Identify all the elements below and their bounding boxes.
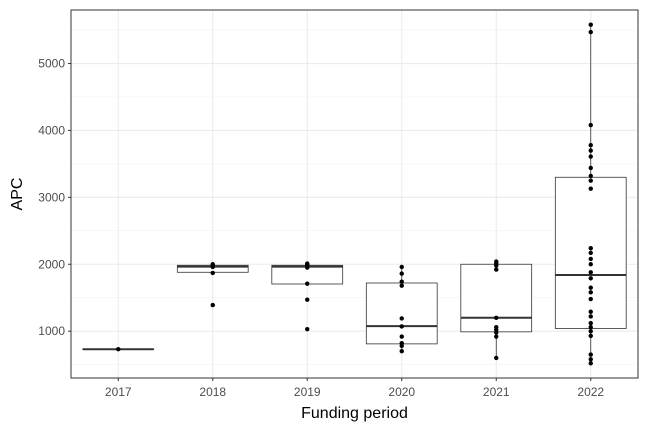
y-tick-label: 2000: [38, 257, 65, 271]
data-point: [399, 324, 404, 329]
data-point: [399, 316, 404, 321]
data-point: [588, 142, 593, 148]
data-point: [494, 334, 499, 339]
data-point: [588, 309, 593, 314]
data-point: [210, 262, 215, 267]
axes: 1000 2000 3000 4000 5000 2017 2018 2019 2020 2021…: [38, 57, 604, 399]
data-point: [210, 302, 215, 308]
data-point: [588, 324, 593, 330]
data-point: [399, 349, 404, 354]
x-tick-label: 2017: [105, 385, 132, 399]
data-point: [588, 361, 593, 366]
x-tick-label: 2022: [577, 385, 604, 399]
data-point: [588, 262, 593, 267]
data-point: [588, 154, 593, 159]
data-point: [305, 261, 310, 266]
box-rect: [460, 263, 533, 333]
y-tick-label: 4000: [38, 123, 65, 137]
x-tick-label: 2018: [199, 385, 226, 399]
data-point: [588, 256, 593, 262]
data-point: [588, 165, 593, 171]
data-point: [116, 347, 121, 352]
data-point: [588, 245, 593, 251]
data-point: [399, 341, 404, 346]
data-point: [494, 315, 499, 320]
data-point: [305, 326, 310, 332]
data-point: [588, 285, 593, 290]
panel-border: [70, 9, 639, 379]
x-tick-label: 2020: [388, 385, 415, 399]
data-point: [399, 334, 404, 339]
data-point: [588, 352, 593, 357]
data-point: [494, 355, 499, 361]
data-point: [588, 186, 593, 191]
data-point: [588, 314, 593, 319]
data-point: [588, 178, 593, 183]
data-point: [399, 279, 404, 284]
data-point: [399, 264, 404, 270]
data-point: [588, 333, 593, 339]
box-series: [82, 24, 627, 364]
y-tick-label: 5000: [38, 57, 65, 71]
data-point: [210, 270, 215, 276]
data-point: [305, 281, 310, 286]
y-tick-label: 1000: [38, 324, 65, 338]
data-point: [588, 173, 593, 179]
data-point: [494, 267, 499, 272]
data-point: [494, 259, 499, 264]
data-point: [399, 271, 404, 276]
data-point: [588, 29, 593, 35]
data-point: [588, 296, 593, 302]
data-point: [588, 122, 593, 128]
data-point: [588, 148, 593, 153]
data-point: [588, 328, 593, 334]
data-point: [494, 324, 499, 330]
data-point: [399, 283, 404, 288]
y-tick-label: 3000: [38, 190, 65, 204]
data-points: [116, 22, 593, 366]
y-axis-title: APC: [9, 178, 26, 211]
data-point: [588, 276, 593, 281]
data-point: [305, 297, 310, 302]
data-point: [588, 270, 593, 275]
x-axis-title: Funding period: [301, 405, 408, 422]
data-point: [588, 290, 593, 295]
data-point: [588, 320, 593, 326]
data-point: [588, 357, 593, 362]
x-tick-label: 2021: [483, 385, 510, 399]
data-point: [588, 250, 593, 256]
x-tick-label: 2019: [294, 385, 321, 399]
data-point: [588, 22, 593, 27]
